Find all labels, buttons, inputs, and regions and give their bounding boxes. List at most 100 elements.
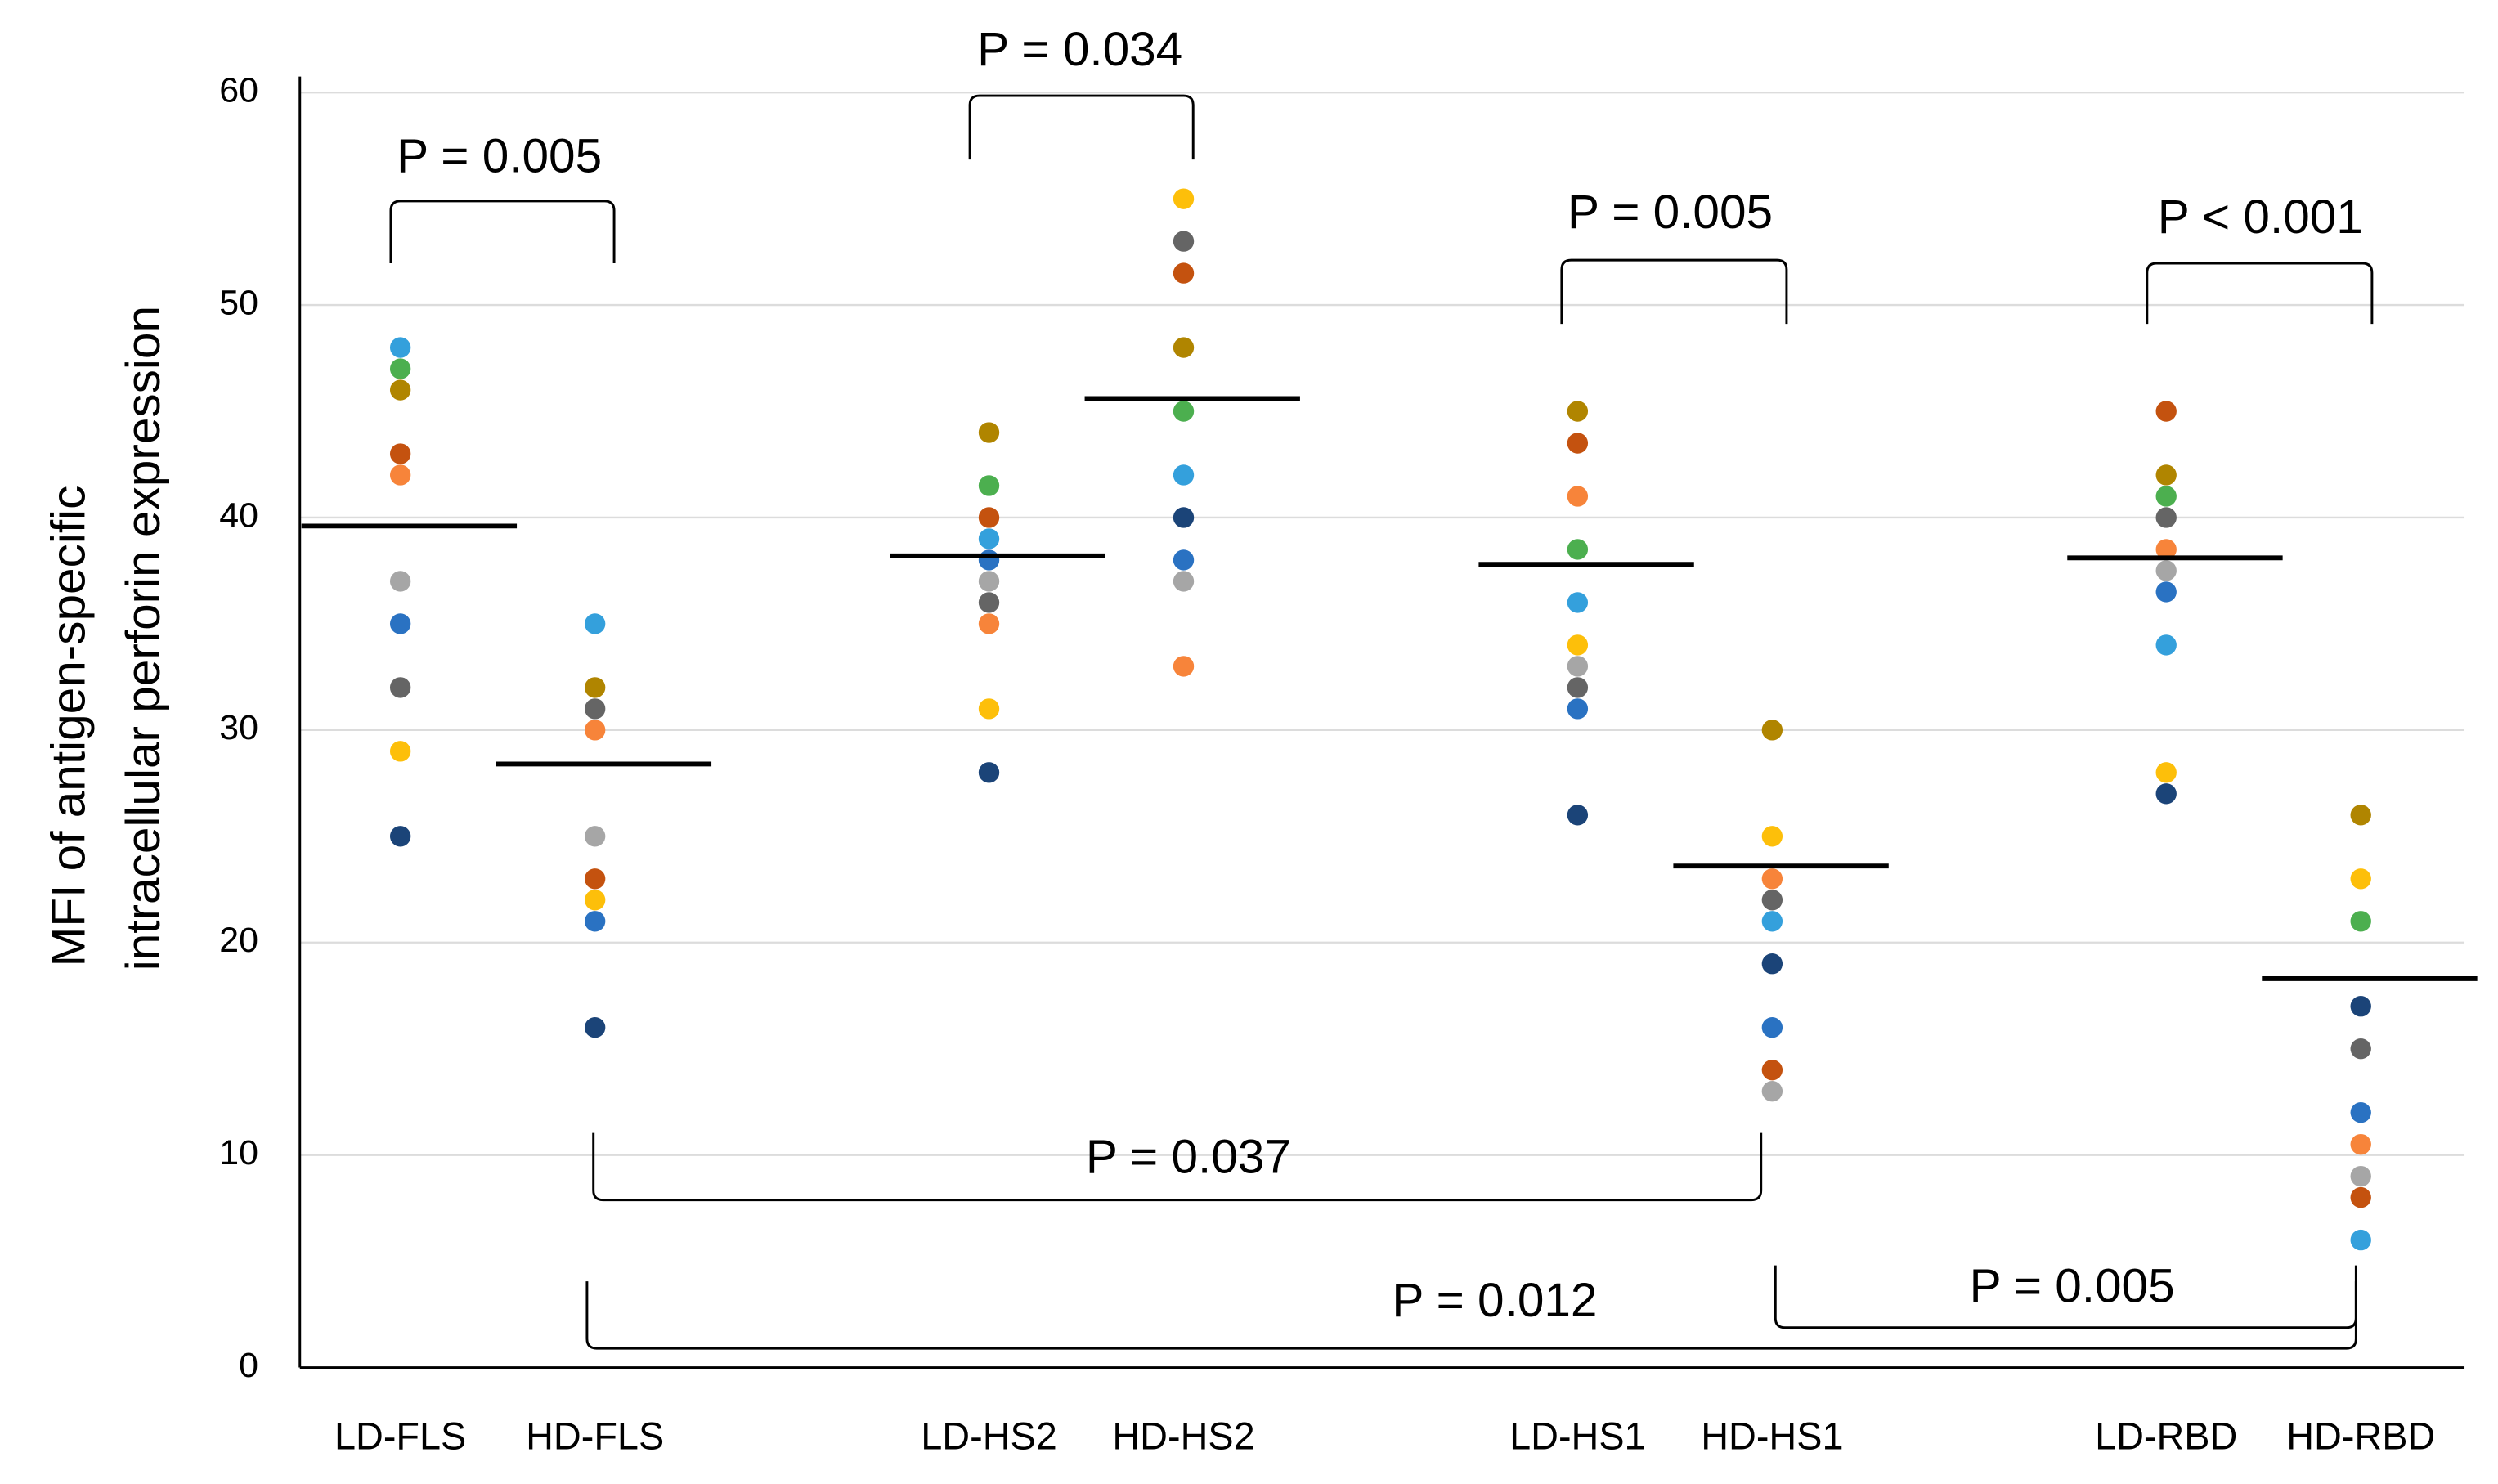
dot (2350, 1038, 2371, 1060)
dot (1567, 656, 1589, 677)
dot (1173, 231, 1195, 252)
significance-bracket (2146, 262, 2374, 325)
dot (978, 571, 1000, 592)
x-tick-label: HD-HS2 (1112, 1415, 1254, 1458)
dot (1173, 571, 1195, 592)
dot (1761, 720, 1783, 741)
dot (1567, 433, 1589, 454)
dot (2350, 911, 2371, 932)
y-axis-label: intracellular perforin expression (117, 306, 170, 971)
dot (2350, 1101, 2371, 1123)
x-tick-label: LD-RBD (2095, 1415, 2237, 1458)
dot (978, 507, 1000, 528)
dot (2155, 560, 2177, 581)
x-tick-label: HD-FLS (526, 1415, 664, 1458)
dot (389, 826, 411, 847)
dot (584, 890, 606, 911)
dot (1173, 262, 1195, 284)
dot (1567, 805, 1589, 826)
y-tick-label: 0 (239, 1346, 258, 1385)
dot (1173, 656, 1195, 677)
significance-bracket (1774, 1265, 2357, 1329)
dot (978, 592, 1000, 613)
x-tick-label: LD-HS1 (1509, 1415, 1645, 1458)
dot (1761, 868, 1783, 890)
dot (1567, 634, 1589, 656)
y-tick-label: 50 (219, 283, 258, 322)
p-value-label: P < 0.001 (2158, 191, 2363, 244)
x-tick-label: LD-FLS (334, 1415, 466, 1458)
dot (2155, 581, 2177, 603)
p-value-label: P = 0.034 (977, 23, 1182, 76)
p-value-label: P = 0.005 (1970, 1259, 2175, 1312)
dot (1761, 826, 1783, 847)
dot (1761, 1080, 1783, 1102)
dot (2155, 507, 2177, 528)
dot (2350, 1229, 2371, 1251)
y-tick-label: 10 (219, 1133, 258, 1172)
significance-bracket (1560, 258, 1788, 325)
dot (389, 443, 411, 464)
dot (1567, 698, 1589, 720)
dot (1173, 401, 1195, 422)
dot (1567, 486, 1589, 507)
dot (1761, 890, 1783, 911)
y-axis-label: MFI of antigen-specific (42, 486, 95, 967)
x-tick-label: LD-HS2 (921, 1415, 1056, 1458)
dot (2350, 1186, 2371, 1208)
dot (584, 1017, 606, 1038)
dot (2350, 1133, 2371, 1155)
y-tick-label: 60 (219, 71, 258, 110)
dot (2350, 1165, 2371, 1187)
significance-bracket (592, 1132, 1763, 1202)
dot (389, 741, 411, 762)
dot (978, 698, 1000, 720)
dot (978, 422, 1000, 443)
dot (389, 358, 411, 379)
dot (1173, 464, 1195, 486)
dot (389, 464, 411, 486)
dot (978, 475, 1000, 496)
dot (2155, 486, 2177, 507)
y-tick-label: 20 (219, 921, 258, 960)
dot (1567, 401, 1589, 422)
p-value-label: P = 0.037 (1086, 1130, 1291, 1183)
dot (2155, 401, 2177, 422)
dot (1173, 188, 1195, 209)
y-tick-label: 30 (219, 708, 258, 747)
dot (1761, 953, 1783, 975)
p-value-label: P = 0.012 (1392, 1274, 1597, 1327)
dot (2155, 634, 2177, 656)
dot (584, 868, 606, 890)
significance-bracket (389, 200, 616, 264)
dot (1761, 1017, 1783, 1038)
dot (978, 528, 1000, 549)
dot (2350, 805, 2371, 826)
p-value-label: P = 0.005 (1567, 186, 1773, 239)
dot (389, 337, 411, 358)
dot (1567, 677, 1589, 698)
dot (1173, 507, 1195, 528)
dot (1173, 549, 1195, 571)
dot (389, 379, 411, 401)
dot (2350, 996, 2371, 1017)
dot (978, 613, 1000, 634)
dot (584, 677, 606, 698)
dot (1567, 539, 1589, 560)
dot (1173, 337, 1195, 358)
dot (2155, 539, 2177, 560)
dot (389, 571, 411, 592)
p-value-label: P = 0.005 (397, 130, 602, 183)
dot (1567, 592, 1589, 613)
y-tick-label: 40 (219, 495, 258, 535)
dot (978, 549, 1000, 571)
dot (2350, 868, 2371, 890)
x-tick-label: HD-RBD (2286, 1415, 2435, 1458)
dot (584, 613, 606, 634)
dot (584, 826, 606, 847)
x-tick-label: HD-HS1 (1701, 1415, 1843, 1458)
dot (584, 720, 606, 741)
dot (389, 677, 411, 698)
